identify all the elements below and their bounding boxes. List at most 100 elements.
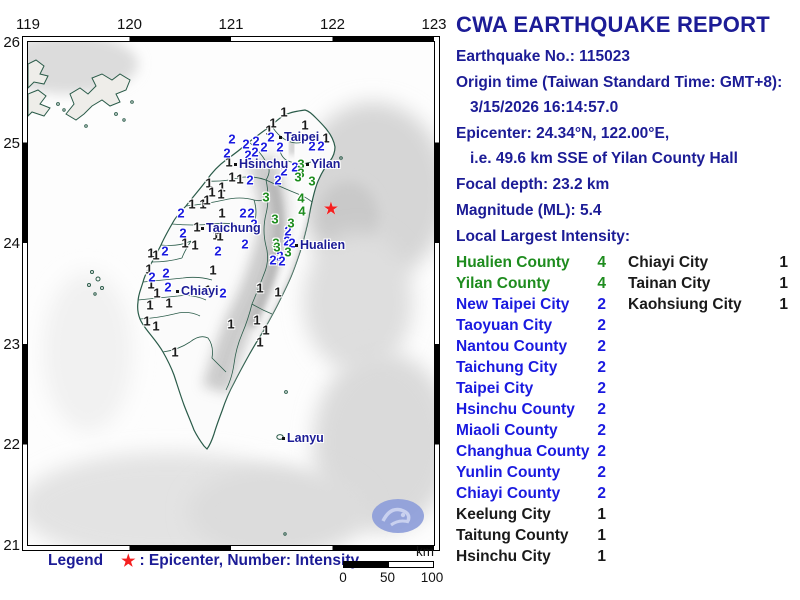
lat-tick-label: 26 [3,34,20,51]
intensity-row: Chiayi City 1 [628,252,788,273]
intensity-marker: 2 [179,225,187,241]
intensity-row: Keelung City 1 [456,504,606,525]
china-coastline [28,59,131,121]
intensity-marker: 1 [147,245,155,261]
intensity-row: Hsinchu City 1 [456,546,606,567]
map-frame-left [23,42,27,545]
scale-bar-graphic [343,561,434,568]
intensity-marker: 1 [269,115,277,131]
focal-depth: Focal depth: 23.2 km [456,176,610,193]
intensity-region-name: Taichung City [456,359,558,376]
intensity-marker: 4 [297,190,305,206]
intensity-marker: 2 [247,205,255,221]
intensity-marker: 2 [242,136,250,152]
intensity-row: New Taipei City 2 [456,294,606,315]
intensity-marker: 1 [203,192,211,208]
intensity-value: 2 [597,296,606,313]
intensity-value: 1 [597,506,606,523]
intensity-marker: 2 [246,172,254,188]
small-islands [56,100,343,536]
intensity-row: Hualien County 4 [456,252,606,273]
intensity-region-name: Hualien County [456,254,570,271]
scale-unit: km [416,544,434,559]
intensity-row: Changhua County 2 [456,441,606,462]
intensity-region-name: Chiayi County [456,485,561,502]
epicenter-star: ★ [322,198,340,219]
city-name: Yilan [311,157,341,171]
city-label-taichung: Taichung [201,221,261,235]
intensity-marker: 2 [308,138,316,154]
taiwan-intensity-map: 119 120 121 122 123 26 25 24 23 22 21 [3,16,446,554]
intensity-value: 2 [597,359,606,376]
intensity-region-name: Taipei City [456,380,534,397]
intensity-marker: 1 [165,295,173,311]
cwa-logo [372,499,424,533]
legend-label: Legend [48,552,104,569]
intensity-marker: 2 [250,216,258,232]
intensity-region-name: Yunlin County [456,464,561,481]
intensity-marker: 2 [162,265,170,281]
map-frame-bottom [28,546,434,550]
intensity-region-name: Keelung City [456,506,551,523]
city-marker-dot [279,135,282,139]
report-panel: CWA EARTHQUAKE REPORT Earthquake No.: 11… [456,8,800,254]
intensity-marker: 1 [218,205,226,221]
intensity-value: 2 [597,485,606,502]
city-marker-dot [234,162,237,166]
intensity-marker: 2 [228,131,236,147]
intensity-marker: 1 [322,130,330,146]
intensity-marker: 1 [265,122,273,138]
intensity-row: Taoyuan City 2 [456,315,606,336]
earthquake-number: Earthquake No.: 115023 [456,48,631,65]
scale-label: 100 [420,570,444,585]
intensity-marker: 2 [219,285,227,301]
city-marker-dot [306,162,309,166]
intensity-region-name: Hsinchu County [456,401,575,418]
city-name: Chiayi [181,284,219,298]
lon-tick-label: 119 [16,16,40,33]
intensity-region-name: Nantou County [456,338,568,355]
intensity-marker: 2 [241,236,249,252]
intensity-region-name: Miaoli County [456,422,558,439]
intensity-marker: 1 [145,261,153,277]
magnitude: Magnitude (ML): 5.4 [456,202,602,219]
intensity-marker: 1 [256,280,264,296]
intensity-marker: 3 [294,169,302,185]
intensity-region-name: Changhua County [456,443,590,460]
intensity-marker: 1 [191,237,199,253]
intensity-marker: 1 [256,334,264,350]
intensity-marker: 1 [217,186,225,202]
intensity-marker: 2 [276,139,284,155]
county-boundaries [137,127,317,391]
intensity-row: Tainan City 1 [628,273,788,294]
intensity-column-1: Hualien County 4 Yilan County 4 New Taipei C… [456,252,606,567]
intensity-marker: 1 [153,285,161,301]
intensity-region-name: Chiayi City [628,254,709,271]
intensity-marker: 1 [274,284,282,300]
lon-tick-label: 121 [218,16,244,33]
legend: Legend ★ : Epicenter, Number: Intensity [48,551,359,571]
scale-bar-white-half [388,562,433,567]
intensity-value: 4 [597,275,606,292]
lat-tick-label: 24 [3,235,20,253]
intensity-row: Kaohsiung City 1 [628,294,788,315]
city-name: Lanyu [287,431,324,445]
intensity-marker: 2 [317,138,325,154]
intensity-marker: 3 [297,156,305,172]
intensity-marker: 1 [262,322,270,338]
scale-label: 50 [379,570,396,585]
intensity-column-2: Chiayi City 1 Tainan City 1 Kaohsiung City 1 [628,252,788,315]
intensity-value: 1 [779,296,788,313]
map-artwork [28,42,434,545]
intensity-value: 1 [779,254,788,271]
intensity-value: 2 [597,380,606,397]
intensity-value: 2 [597,443,606,460]
intensity-marker: 2 [283,233,291,249]
city-label-chiayi: Chiayi [176,284,219,298]
intensity-value: 2 [597,422,606,439]
epicenter-line2: i.e. 49.6 km SSE of Yilan County Hall [470,150,738,167]
city-marker-dot [282,436,285,440]
map-inner-border [27,41,435,546]
intensity-value: 1 [779,275,788,292]
intensity-marker: 1 [253,312,261,328]
